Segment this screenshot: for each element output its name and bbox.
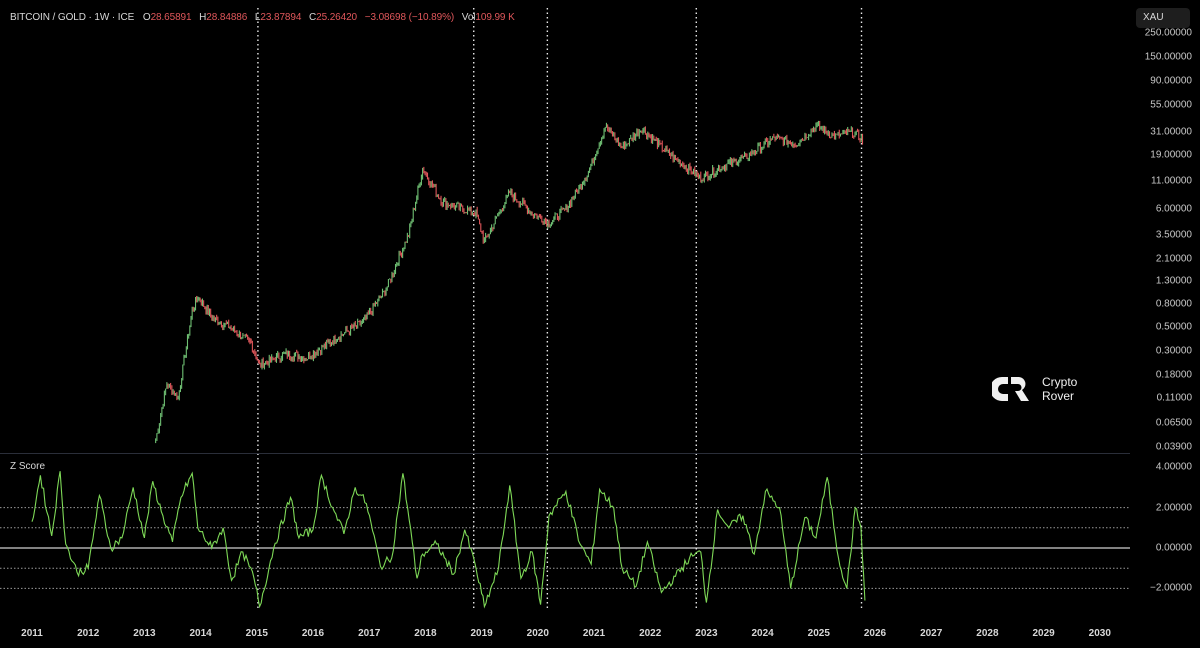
crypto-rover-logo-icon [992, 377, 1029, 401]
crypto-rover-watermark: Crypto Rover [992, 374, 1077, 404]
open-label: O [142, 12, 151, 23]
price-axis-label: 0.50000 [1155, 321, 1192, 332]
time-axis-label: 2017 [358, 628, 381, 639]
watermark-line1: Crypto [1042, 375, 1078, 389]
zscore-axis-label: 2.00000 [1155, 502, 1192, 514]
volume-value: 109.99 K [475, 12, 515, 23]
price-axis-label: 0.18000 [1155, 369, 1192, 381]
time-axis-label: 2025 [807, 628, 830, 639]
high-value: 28.84886 [206, 12, 248, 23]
price-axis-label: 0.80000 [1155, 298, 1192, 310]
price-axis-label: 55.00000 [1150, 99, 1192, 110]
change-value: −3.08698 (−10.89%) [364, 12, 455, 23]
price-axis-label: 1.30000 [1155, 275, 1192, 287]
time-axis-label: 2015 [245, 628, 268, 639]
zscore-axis-label: −2.00000 [1150, 582, 1192, 594]
price-axis-label: 11.00000 [1151, 175, 1192, 187]
price-axis-label: 90.00000 [1150, 75, 1192, 87]
time-axis-label: 2020 [526, 628, 549, 639]
price-axis-label: 31.00000 [1150, 126, 1192, 138]
price-axis-label: 0.06500 [1155, 417, 1192, 429]
time-axis-label: 2019 [470, 628, 493, 639]
volume-label: Vol [461, 12, 476, 23]
time-axis-label: 2013 [133, 628, 156, 639]
time-axis-label: 2018 [414, 628, 437, 639]
time-axis-label: 2027 [920, 628, 943, 639]
close-value: 25.26420 [316, 12, 358, 23]
high-label: H [199, 12, 207, 23]
time-axis-label: 2012 [77, 628, 100, 639]
price-axis-label: 250.00000 [1144, 27, 1192, 39]
time-axis-label: 2029 [1032, 628, 1055, 639]
time-axis-label: 2028 [976, 628, 999, 639]
currency-badge[interactable]: XAU [1136, 8, 1190, 28]
price-axis-label: 6.00000 [1155, 203, 1192, 215]
price-axis-label: 0.03900 [1155, 441, 1192, 453]
time-axis-label: 2023 [695, 628, 718, 639]
zscore-line [31, 471, 866, 609]
price-axis-label: 0.30000 [1155, 345, 1192, 357]
symbol-legend: BITCOIN / GOLD · 1W · ICE O28.65891 H28.… [10, 12, 520, 23]
price-axis-label: 19.00000 [1150, 149, 1192, 161]
time-axis-label: 2016 [301, 628, 325, 639]
time-axis-label: 2022 [639, 628, 662, 639]
time-axis-label: 2024 [751, 628, 774, 639]
open-value: 28.65891 [150, 12, 192, 23]
time-axis-label: 2014 [189, 628, 212, 639]
low-value: 23.87894 [260, 12, 302, 23]
close-label: C [308, 12, 317, 23]
watermark-line2: Rover [1042, 389, 1075, 403]
symbol-name: BITCOIN / GOLD · 1W · ICE [10, 12, 135, 23]
time-axis-label: 2011 [21, 628, 43, 639]
price-axis-label: 3.50000 [1155, 229, 1192, 241]
time-axis-label: 2026 [863, 628, 887, 639]
pane-divider[interactable] [0, 453, 1130, 454]
time-axis-label: 2030 [1088, 628, 1111, 639]
price-axis-label: 2.10000 [1155, 253, 1192, 265]
time-axis-label: 2021 [582, 628, 606, 639]
zscore-axis-label: 0.00000 [1155, 542, 1192, 554]
zscore-axis-label: 4.00000 [1155, 461, 1192, 473]
price-axis-label: 0.11000 [1156, 392, 1192, 404]
price-axis-label: 150.00000 [1144, 51, 1192, 63]
zscore-pane-title: Z Score [10, 461, 46, 472]
